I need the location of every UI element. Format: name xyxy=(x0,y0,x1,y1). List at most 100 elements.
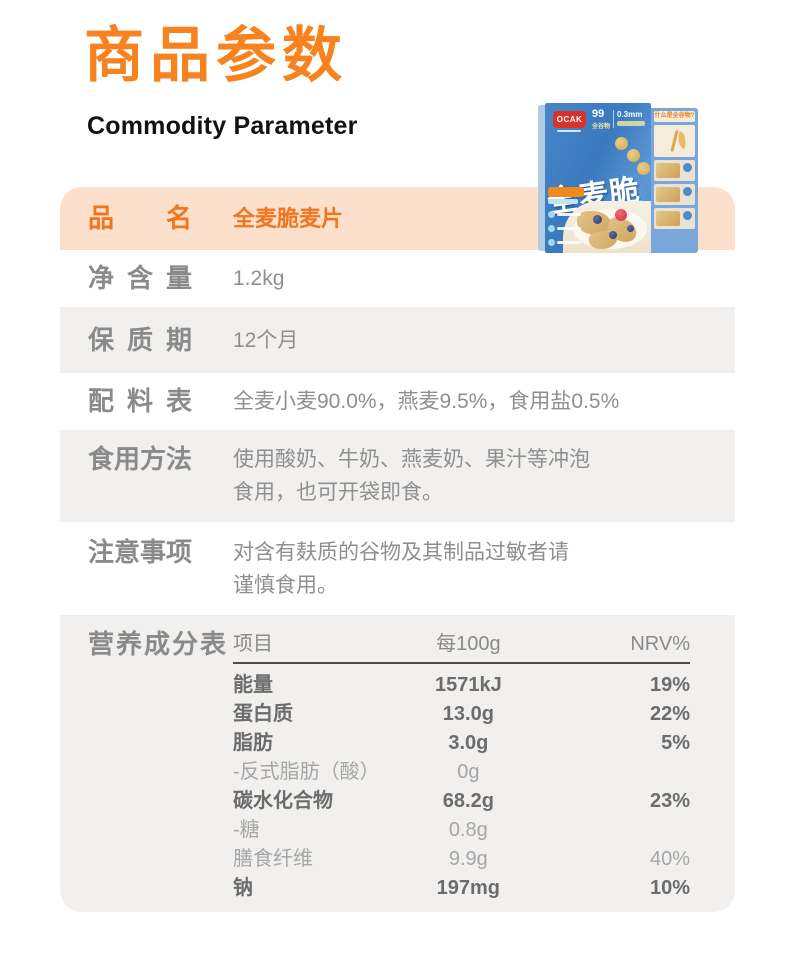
promo-badge-sub xyxy=(548,199,578,204)
nutrient-nrv: 10% xyxy=(649,877,690,899)
feature-bullet xyxy=(548,211,581,218)
wheat-illustration xyxy=(654,125,695,157)
spec-table: 品名 全麦脆麦片 净含量 1.2kg 保质期 12个月 配料表 全麦小麦90.0… xyxy=(60,187,735,912)
gold-badge-icon xyxy=(637,162,650,175)
nutrient-name: 能量 xyxy=(233,674,273,696)
nutrient-amount: 3.0g xyxy=(448,732,489,754)
nutrient-amount: 1571kJ xyxy=(434,674,502,696)
bullet-text-bar xyxy=(557,213,581,216)
step-photo xyxy=(656,163,680,178)
gold-badge-icon xyxy=(627,149,640,162)
spec-label: 配料表 xyxy=(88,386,192,416)
side-panel-step xyxy=(654,160,695,181)
nutrition-header-row: 项目 每100g NRV% xyxy=(233,631,690,664)
spec-label: 保质期 xyxy=(88,324,192,355)
claim-subtext-bar xyxy=(617,121,645,126)
nutrition-row-carbohydrate: 碳水化合物 68.2g 23% xyxy=(233,787,690,816)
nutrient-name: -反式脂肪（酸） xyxy=(233,761,380,783)
claim-whole-grain: 全谷物 xyxy=(592,124,611,130)
nutrient-nrv: 19% xyxy=(649,674,690,696)
nutrient-nrv: 22% xyxy=(649,703,690,725)
bullet-icon xyxy=(548,225,555,232)
step-number-badge xyxy=(683,163,692,172)
nutrient-name: 钠 xyxy=(233,877,253,899)
nutrient-amount: 13.0g xyxy=(442,703,494,725)
nutrition-row-energy: 能量 1571kJ 19% xyxy=(233,671,690,700)
spec-value-line: 食用，也可开袋即食。 xyxy=(233,481,443,504)
spec-label: 净含量 xyxy=(88,263,192,293)
spec-label: 品名 xyxy=(88,203,192,233)
nutrient-name: 碳水化合物 xyxy=(233,790,333,812)
raspberry-shape xyxy=(615,209,627,221)
nutrient-name: 蛋白质 xyxy=(233,703,293,725)
spec-value: 1.2kg xyxy=(233,267,285,290)
nutrient-amount: 0.8g xyxy=(448,819,488,841)
product-image: OCAK 99 全谷物 0.3mm 全麦脆 麦片 什么是全谷物? xyxy=(538,103,698,253)
page-title: 商品参数 xyxy=(84,22,348,89)
nutrient-nrv: 40% xyxy=(649,848,690,870)
spec-row-shelf-life: 保质期 12个月 xyxy=(60,307,735,373)
spec-value: 全麦脆麦片 xyxy=(233,206,344,231)
nutrition-row-protein: 蛋白质 13.0g 22% xyxy=(233,700,690,729)
feature-bullet xyxy=(548,225,581,232)
bullet-icon xyxy=(548,239,555,246)
spec-value: 全麦小麦90.0%，燕麦9.5%，食用盐0.5% xyxy=(233,390,620,413)
claim-99-percent: 99 xyxy=(592,108,605,120)
nutrient-amount: 0g xyxy=(457,761,480,783)
nutrition-row-fat: 脂肪 3.0g 5% xyxy=(233,729,690,758)
nutrient-nrv xyxy=(530,816,690,845)
promo-badge xyxy=(548,187,584,197)
wheat-stem-shape xyxy=(670,129,679,153)
spec-label: 注意事项 xyxy=(88,537,193,567)
box-side-info-panel: 什么是全谷物? xyxy=(651,108,698,253)
nutrient-amount: 9.9g xyxy=(448,848,488,870)
nutrient-amount: 68.2g xyxy=(442,790,494,812)
nutrient-name: -糖 xyxy=(233,819,260,841)
nutrient-name: 脂肪 xyxy=(233,732,273,754)
bullet-icon xyxy=(548,211,555,218)
side-panel-step xyxy=(654,208,695,229)
bullet-text-bar xyxy=(557,241,581,244)
side-panel-title: 什么是全谷物? xyxy=(654,111,695,122)
spec-row-ingredients: 配料表 全麦小麦90.0%，燕麦9.5%，食用盐0.5% xyxy=(60,373,735,430)
side-panel-step xyxy=(654,184,695,205)
blueberry-shape xyxy=(609,231,617,239)
spec-row-net-weight: 净含量 1.2kg xyxy=(60,250,735,307)
nutrition-row-trans-fat: -反式脂肪（酸） 0g xyxy=(233,758,690,787)
nutrient-amount: 197mg xyxy=(436,877,501,899)
nutrition-row-fiber: 膳食纤维 9.9g 40% xyxy=(233,845,690,874)
nutrition-table: 项目 每100g NRV% 能量 1571kJ 19% 蛋白质 13.0g 22… xyxy=(233,631,690,903)
nutrient-nrv: 5% xyxy=(661,732,690,754)
brand-logo: OCAK xyxy=(553,111,586,128)
spec-value: 12个月 xyxy=(233,328,299,352)
nutrition-row-sodium: 钠 197mg 10% xyxy=(233,874,690,903)
claim-divider xyxy=(613,110,614,128)
blueberry-shape xyxy=(627,225,634,232)
brand-logo-underline xyxy=(557,130,581,132)
step-number-badge xyxy=(683,211,692,220)
step-photo xyxy=(656,187,680,202)
step-photo xyxy=(656,211,680,226)
blueberry-shape xyxy=(593,215,602,224)
claim-thickness: 0.3mm xyxy=(617,110,643,119)
spec-label: 食用方法 xyxy=(88,444,193,474)
spec-row-usage: 食用方法 使用酸奶、牛奶、燕麦奶、果汁等冲泡 食用，也可开袋即食。 xyxy=(60,430,735,522)
nutrition-header-item: 项目 xyxy=(233,633,273,655)
gold-badge-icon xyxy=(615,137,628,150)
nutrition-header-nrv: NRV% xyxy=(630,633,690,655)
bullet-text-bar xyxy=(557,227,581,230)
feature-bullet xyxy=(548,239,581,246)
page-subtitle: Commodity Parameter xyxy=(87,112,358,140)
nutrient-nrv xyxy=(530,758,690,787)
nutrient-nrv: 23% xyxy=(649,790,690,812)
spec-row-caution: 注意事项 对含有麸质的谷物及其制品过敏者请 谨慎食用。 xyxy=(60,522,735,615)
step-number-badge xyxy=(683,187,692,196)
box-side-face xyxy=(538,105,545,251)
nutrient-name: 膳食纤维 xyxy=(233,848,313,870)
spec-label: 营养成分表 xyxy=(88,629,226,659)
nutrition-row-sugar: -糖 0.8g xyxy=(233,816,690,845)
spec-value-line: 谨慎食用。 xyxy=(233,574,338,597)
spec-value-line: 使用酸奶、牛奶、燕麦奶、果汁等冲泡 xyxy=(233,448,590,471)
nutrition-header-per100g: 每100g xyxy=(436,633,501,655)
spec-row-nutrition: 营养成分表 项目 每100g NRV% 能量 1571kJ 19% 蛋白质 13… xyxy=(60,615,735,912)
